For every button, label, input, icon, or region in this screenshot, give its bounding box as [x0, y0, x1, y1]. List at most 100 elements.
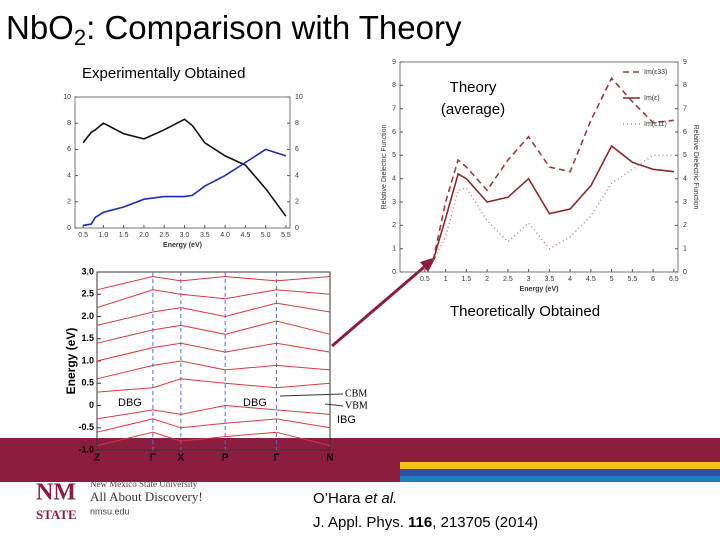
legend-label: Im(ε11) — [644, 121, 667, 128]
y-tick-label: 7 — [683, 106, 687, 113]
band-line — [96, 418, 331, 433]
y-tick-label: 5 — [683, 152, 687, 159]
experimental-label: Experimentally Obtained — [82, 65, 245, 82]
x-tick-label: 4.5 — [586, 276, 596, 283]
university: New Mexico State University — [90, 479, 198, 489]
y-axis-label: Relative Dielectric Function — [692, 125, 699, 210]
citation-ref: J. Appl. Phys. 116, 213705 (2014) — [313, 514, 538, 531]
y-tick-label: 4 — [67, 172, 71, 179]
y-tick-label: 0.5 — [81, 378, 94, 388]
y-tick-label: 9 — [392, 59, 396, 66]
y-tick-label: 0 — [392, 269, 396, 276]
x-tick-label: 2.5 — [159, 232, 169, 239]
y-tick-label: 3 — [392, 199, 396, 206]
gap-label: DBG — [118, 397, 142, 409]
y-tick-label: 0 — [67, 225, 71, 232]
title-rest: : Comparison with Theory — [86, 9, 462, 46]
footer-band — [400, 462, 720, 469]
y-tick-label: 4 — [683, 176, 687, 183]
footer-band — [0, 438, 720, 464]
x-tick-label: X — [178, 453, 185, 464]
cbm-label: CBM — [345, 388, 367, 399]
x-tick-label: Z — [94, 453, 100, 464]
x-tick-label: 6.5 — [669, 276, 679, 283]
vbm-label: VBM — [345, 400, 368, 411]
pointer — [279, 393, 344, 397]
details: , 213705 (2014) — [432, 514, 538, 531]
y-tick-label: 3 — [683, 199, 687, 206]
y-tick-label: 2.5 — [81, 289, 94, 299]
y-tick-label: 10 — [63, 94, 71, 101]
slogan: All About Discovery! — [90, 489, 203, 504]
citation-author: O’Hara et al. — [313, 490, 397, 507]
title-sub: 2 — [74, 25, 86, 50]
y-tick-label: 6 — [392, 129, 396, 136]
x-tick-label: 4.5 — [241, 232, 251, 239]
x-tick-label: 6 — [651, 276, 655, 283]
y-tick-label: 2 — [392, 222, 396, 229]
y-tick-label: -1.0 — [78, 444, 94, 454]
y-tick-label: 4 — [295, 172, 299, 179]
y-axis-label: Energy (eV) — [64, 328, 78, 395]
x-tick-label: 1 — [444, 276, 448, 283]
x-tick-label: 5 — [610, 276, 614, 283]
band-line — [96, 289, 331, 309]
y-tick-label: 0 — [683, 269, 687, 276]
y-tick-label: 8 — [295, 120, 299, 127]
url: nmsu.edu — [90, 506, 130, 516]
band-frame — [96, 271, 331, 451]
x-tick-label: 3.5 — [200, 232, 210, 239]
x-tick-label: 3 — [527, 276, 531, 283]
theoretical-label: Theoretically Obtained — [450, 303, 600, 320]
data-line — [432, 144, 674, 261]
y-tick-label: 0 — [89, 400, 94, 410]
y-tick-label: 6 — [295, 146, 299, 153]
x-tick-label: N — [326, 453, 333, 464]
arrow-head — [420, 257, 436, 272]
x-tick-label: 4 — [568, 276, 572, 283]
journal: J. Appl. Phys. — [313, 514, 408, 531]
band-line — [96, 302, 331, 326]
data-line — [82, 148, 287, 227]
x-tick-label: 1.5 — [462, 276, 472, 283]
x-axis-label: Energy (eV) — [163, 242, 202, 249]
footer-band — [0, 462, 400, 482]
gap-label: DBG — [243, 397, 267, 409]
theory-label: Theory — [450, 79, 497, 96]
title-main: NbO — [6, 9, 74, 46]
author: O’Hara — [313, 490, 365, 507]
slide-title: NbO2: Comparison with Theory — [6, 9, 462, 50]
y-tick-label: 2 — [295, 199, 299, 206]
plot-frame — [74, 96, 291, 229]
data-line — [432, 76, 674, 261]
y-tick-label: 6 — [683, 129, 687, 136]
x-tick-label: 1.5 — [119, 232, 129, 239]
x-tick-label: 2.0 — [139, 232, 149, 239]
x-tick-label: 3.0 — [180, 232, 190, 239]
legend-label: Im(ε33) — [644, 69, 667, 76]
x-tick-label: P — [222, 453, 229, 464]
y-tick-label: 8 — [392, 82, 396, 89]
band-line — [96, 404, 331, 420]
y-tick-label: 0 — [295, 225, 299, 232]
y-tick-label: 2.0 — [81, 311, 94, 321]
band-line — [96, 360, 331, 380]
x-tick-label: 4.0 — [220, 232, 230, 239]
volume: 116 — [408, 514, 432, 531]
y-tick-label: 8 — [683, 82, 687, 89]
pointer — [324, 403, 344, 407]
x-tick-label: 0.5 — [420, 276, 430, 283]
footer-band — [400, 469, 720, 476]
x-tick-label: 5.5 — [281, 232, 291, 239]
y-tick-label: 9 — [683, 59, 687, 66]
x-tick-label: 2 — [485, 276, 489, 283]
y-tick-label: 1.5 — [81, 333, 94, 343]
y-axis-label: Relative Dielectric Function — [381, 124, 388, 209]
footer-band — [400, 476, 720, 482]
y-tick-label: 2 — [67, 199, 71, 206]
y-tick-label: 4 — [392, 176, 396, 183]
y-tick-label: 6 — [67, 146, 71, 153]
x-tick-label: 2.5 — [503, 276, 513, 283]
x-tick-label: Γ — [150, 453, 156, 464]
